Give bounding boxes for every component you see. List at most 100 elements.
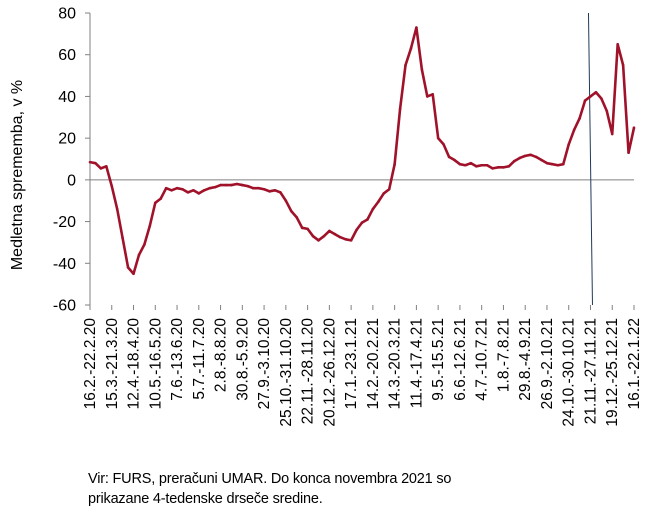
series-point <box>99 167 103 170</box>
series-point <box>306 227 309 231</box>
series-point <box>94 161 97 165</box>
source-note: Vir: FURS, preračuni UMAR. Do konca nove… <box>88 469 558 509</box>
y-tick-label: 0 <box>67 172 76 189</box>
y-tick-label: 20 <box>58 131 76 148</box>
series-line <box>89 26 636 276</box>
series-point <box>300 226 304 230</box>
series-point <box>572 128 576 132</box>
series-point <box>322 234 326 238</box>
series-points <box>88 26 636 276</box>
series-point <box>545 161 549 165</box>
series-point <box>279 191 282 194</box>
series-point <box>186 191 190 194</box>
series-point <box>289 209 293 213</box>
series-point <box>241 183 244 187</box>
series-point <box>551 162 554 166</box>
x-tick-label: 14.2.-20.2.21 <box>365 318 382 409</box>
series-point <box>126 266 130 269</box>
series-point <box>469 161 473 165</box>
y-tick-label: -40 <box>53 256 76 273</box>
series-point <box>393 162 396 166</box>
series-point <box>447 155 451 159</box>
series-point <box>344 238 347 241</box>
x-tick-label: 7.6.-13.6.20 <box>169 318 186 401</box>
x-tick-label: 19.12.-25.12.21 <box>604 318 621 427</box>
series-point <box>251 186 255 190</box>
series-point <box>181 187 184 191</box>
y-tick-label: -20 <box>53 214 76 231</box>
y-tick-label: 80 <box>58 6 76 23</box>
series-point <box>502 166 505 169</box>
series-point <box>453 158 456 162</box>
series-point <box>311 234 315 238</box>
series-point <box>415 26 418 29</box>
series-point <box>398 107 402 111</box>
x-tick-label: 20.12.-26.12.20 <box>321 318 338 427</box>
series-point <box>496 166 500 169</box>
series-point <box>360 221 364 224</box>
x-tick-label: 25.10.-31.10.20 <box>278 318 295 427</box>
series-point <box>148 224 152 228</box>
series-point <box>257 186 260 190</box>
series-point <box>143 243 146 246</box>
series-point <box>262 187 266 191</box>
x-tick-label: 21.11.-27.11.21 <box>582 318 599 424</box>
series-point <box>121 236 124 240</box>
series-point <box>583 99 587 102</box>
series-point <box>202 188 206 192</box>
series-point <box>436 136 440 140</box>
series-point <box>513 159 516 163</box>
series-point <box>115 207 119 211</box>
series-point <box>605 109 609 113</box>
series-point <box>105 165 108 168</box>
x-tick-label: 12.4.-18.4.20 <box>126 318 143 410</box>
line-chart: -60 -40 -20 0 20 40 60 80 16.2.-22.2.20 15.3.-21… <box>9 6 643 427</box>
series-point <box>387 187 391 191</box>
x-tick-label: 1.8.-7.8.21 <box>495 318 512 392</box>
series-point <box>366 218 369 221</box>
series-point <box>284 199 288 203</box>
x-tick-label: 9.5.-15.5.21 <box>430 318 447 401</box>
series-point <box>197 192 201 195</box>
source-note-line1: Vir: FURS, preračuni UMAR. Do konca nove… <box>88 471 452 487</box>
series-point <box>458 162 462 166</box>
series-point <box>610 132 614 136</box>
x-tick-label: 2.8.-8.8.20 <box>213 318 230 392</box>
series-point <box>219 183 222 187</box>
x-tick-label: 27.9.-3.10.20 <box>256 318 273 410</box>
reference-line <box>587 12 593 306</box>
x-tick-label: 10.5.-16.5.20 <box>147 318 164 410</box>
series-point <box>480 163 483 167</box>
series-point <box>224 183 228 187</box>
series-point <box>632 126 636 130</box>
series-point <box>474 165 478 168</box>
series-point <box>110 184 114 188</box>
series-point <box>627 151 630 155</box>
series-point <box>540 158 543 162</box>
x-tick-label: 29.8.-4.9.21 <box>517 318 534 401</box>
x-tick-label: 11.4.-17.4.21 <box>408 318 425 408</box>
x-tick-label: 22.11.-28.11.20 <box>300 318 317 425</box>
x-tick-label: 16.2.-22.2.20 <box>82 318 99 410</box>
series-point <box>377 200 380 204</box>
series-point <box>382 192 386 195</box>
series-point <box>529 153 532 157</box>
x-tick-label: 15.3.-21.3.20 <box>104 318 121 410</box>
series-point <box>88 160 92 164</box>
series-point <box>246 184 250 188</box>
x-tick-label: 30.8.-5.9.20 <box>234 318 251 401</box>
x-tick-label: 5.7.-11.7.20 <box>191 318 208 400</box>
series-point <box>464 163 467 167</box>
series-point <box>589 95 592 98</box>
series-point <box>420 68 424 71</box>
series-point <box>371 207 375 211</box>
y-axis-label: Medletna sprememba, v % <box>9 80 26 270</box>
series-point <box>213 185 217 189</box>
series-point <box>192 188 195 192</box>
series-point <box>268 190 271 193</box>
series-point <box>355 228 358 232</box>
series-point <box>567 143 571 146</box>
series-point <box>491 167 494 170</box>
series-point <box>317 239 320 242</box>
series-point <box>208 186 211 190</box>
